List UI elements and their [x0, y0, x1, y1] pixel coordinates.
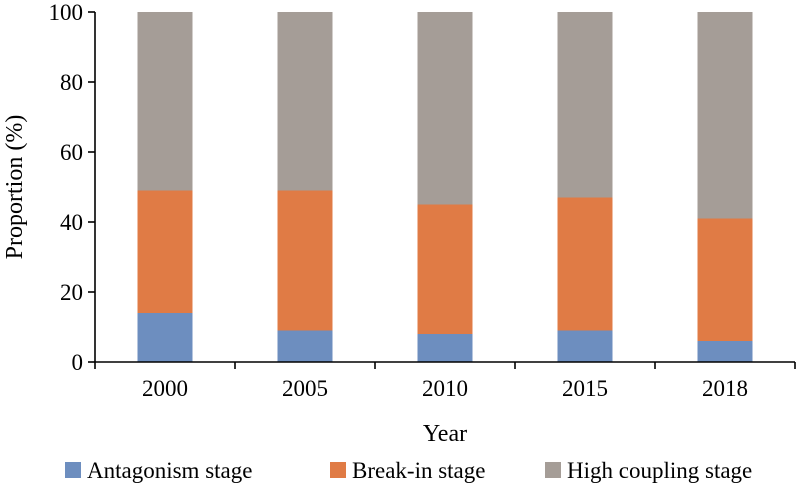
bar-segment-2005-series-1 — [277, 190, 333, 331]
bar-segment-2010-series-0 — [417, 334, 473, 362]
legend-label-2: High coupling stage — [567, 458, 752, 483]
legend-swatch-0 — [65, 462, 81, 478]
x-tick-label-2000: 2000 — [142, 376, 188, 401]
x-tick-label-2018: 2018 — [702, 376, 748, 401]
bar-segment-2000-series-2 — [137, 12, 193, 191]
legend-swatch-2 — [545, 462, 561, 478]
x-tick-label-2015: 2015 — [562, 376, 608, 401]
legend-swatch-1 — [330, 462, 346, 478]
bar-segment-2015-series-0 — [557, 330, 613, 362]
x-tick-label-2005: 2005 — [282, 376, 328, 401]
bars-layer — [137, 12, 753, 362]
y-tick-label-0: 0 — [72, 350, 84, 375]
bar-segment-2015-series-1 — [557, 197, 613, 331]
bar-segment-2018-series-0 — [697, 341, 753, 362]
y-tick-label-3: 60 — [60, 140, 83, 165]
bar-segment-2015-series-2 — [557, 12, 613, 198]
legend: Antagonism stage Break-in stage High coupl… — [65, 458, 752, 483]
x-tick-label-2010: 2010 — [422, 376, 468, 401]
x-axis-ticks: 2000 2005 2010 2015 2018 — [94, 362, 796, 401]
bar-segment-2010-series-1 — [417, 204, 473, 334]
bar-segment-2000-series-1 — [137, 190, 193, 313]
x-axis-title: Year — [423, 421, 467, 447]
bar-segment-2018-series-2 — [697, 12, 753, 219]
y-tick-label-4: 80 — [60, 70, 83, 95]
bar-segment-2005-series-0 — [277, 330, 333, 362]
y-tick-label-1: 20 — [60, 280, 83, 305]
y-tick-label-5: 100 — [49, 0, 84, 25]
bar-segment-2010-series-2 — [417, 12, 473, 205]
y-axis-title: Proportion (%) — [2, 115, 28, 260]
bar-segment-2005-series-2 — [277, 12, 333, 191]
bar-segment-2000-series-0 — [137, 313, 193, 362]
legend-label-1: Break-in stage — [352, 458, 485, 483]
y-tick-label-2: 40 — [60, 210, 83, 235]
legend-label-0: Antagonism stage — [87, 458, 252, 483]
y-axis-ticks: 0 20 40 60 80 100 — [49, 0, 95, 375]
bar-segment-2018-series-1 — [697, 218, 753, 341]
